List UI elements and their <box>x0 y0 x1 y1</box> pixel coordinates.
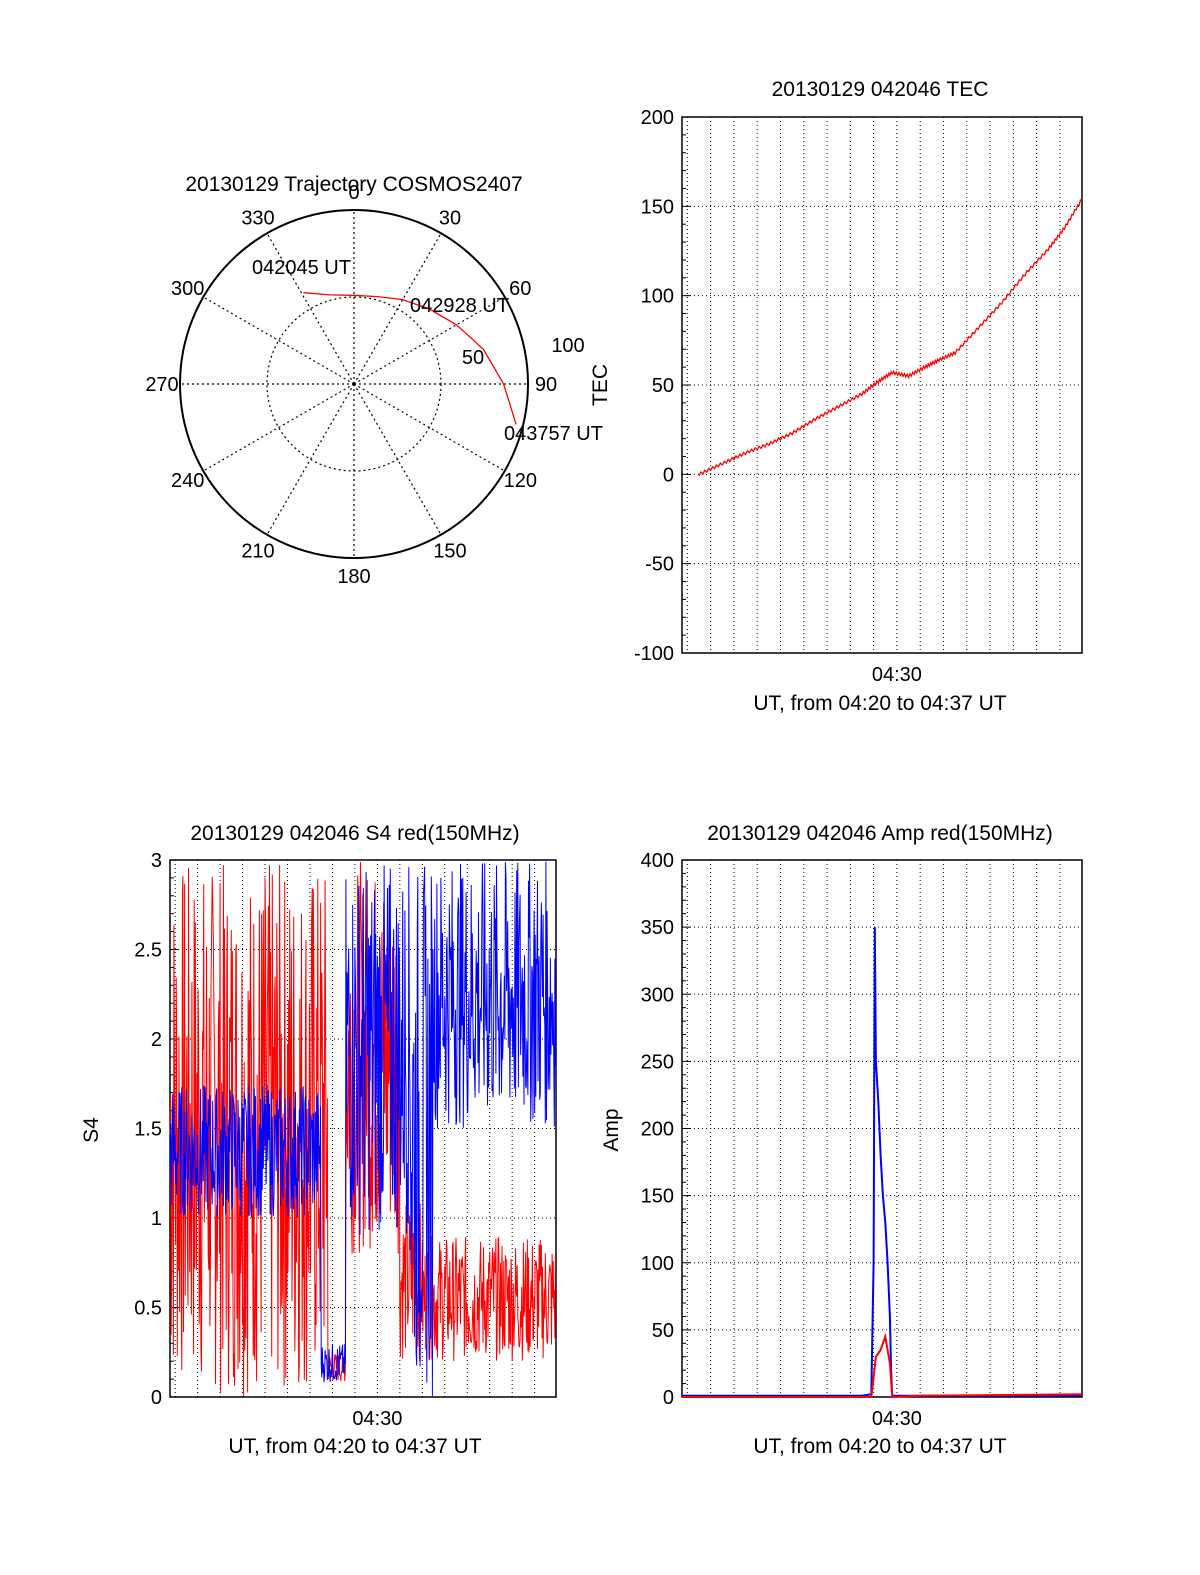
amp-series-line <box>682 927 1082 1397</box>
y-tick-label: 2.5 <box>134 940 162 962</box>
tec-xlabel: UT, from 04:20 to 04:37 UT <box>753 692 1006 715</box>
polar-azimuth-label: 60 <box>509 278 531 300</box>
plot-frame <box>681 859 1083 1398</box>
tec-title: 20130129 042046 TEC <box>772 78 989 101</box>
y-tick-label: 1 <box>151 1208 162 1230</box>
y-tick-label: 3 <box>151 850 162 872</box>
polar-azimuth-label: 210 <box>241 540 274 562</box>
y-tick-label: -100 <box>634 643 674 665</box>
amp-xlabel: UT, from 04:20 to 04:37 UT <box>753 1435 1006 1458</box>
amp-plot: 20130129 042046 Amp red(150MHz) Amp UT, … <box>600 822 1083 1458</box>
y-tick-label: 0 <box>663 464 674 486</box>
x-tick-label: 04:30 <box>352 1408 402 1430</box>
polar-radial-labels: 50 100 <box>462 335 585 369</box>
y-tick-label: 400 <box>641 850 674 872</box>
polar-radial-label: 100 <box>551 335 584 357</box>
polar-azimuth-label: 180 <box>337 566 370 588</box>
y-tick-label: 150 <box>641 196 674 218</box>
amp-ylabel: Amp <box>600 1108 623 1151</box>
polar-time-label: 042928 UT <box>410 295 509 317</box>
y-tick-label: -50 <box>645 554 674 576</box>
tec-ylabel: TEC <box>589 364 612 406</box>
s4-xlabel: UT, from 04:20 to 04:37 UT <box>228 1435 481 1458</box>
y-tick-label: 350 <box>641 917 674 939</box>
tec-series-line <box>698 198 1083 477</box>
y-tick-label: 1.5 <box>134 1119 162 1141</box>
polar-spoke <box>203 296 355 385</box>
s4-plot: 20130129 042046 S4 red(150MHz) S4 UT, fr… <box>80 822 557 1458</box>
polar-azimuth-label: 90 <box>535 374 557 396</box>
x-tick-label: 04:30 <box>872 664 922 686</box>
polar-azimuth-label: 30 <box>439 208 461 230</box>
polar-time-label: 042045 UT <box>252 257 351 279</box>
polar-azimuth-label: 270 <box>145 374 178 396</box>
y-tick-label: 200 <box>641 1119 674 1141</box>
y-tick-label: 200 <box>641 107 674 129</box>
polar-spoke <box>353 233 442 385</box>
polar-azimuth-label: 120 <box>504 470 537 492</box>
s4-title: 20130129 042046 S4 red(150MHz) <box>190 822 519 845</box>
polar-azimuth-label: 150 <box>433 540 466 562</box>
polar-spoke <box>353 383 442 535</box>
polar-time-annotations: 042045 UT 042928 UT 043757 UT <box>252 257 603 445</box>
polar-azimuth-labels: 0 30 60 90 120 150 180 210 240 270 300 330 <box>145 182 557 588</box>
polar-trajectory-line <box>303 292 517 425</box>
y-tick-label: 250 <box>641 1051 674 1073</box>
polar-azimuth-label: 0 <box>348 182 359 204</box>
amp-title: 20130129 042046 Amp red(150MHz) <box>707 822 1053 845</box>
polar-trajectory-series <box>303 292 517 425</box>
polar-time-label: 043757 UT <box>504 423 603 445</box>
polar-spoke <box>266 383 355 535</box>
y-tick-label: 50 <box>652 1320 674 1342</box>
polar-azimuth-label: 300 <box>171 278 204 300</box>
polar-spoke <box>203 383 355 472</box>
plot-frame <box>681 116 1083 654</box>
y-tick-label: 0 <box>663 1387 674 1409</box>
polar-spoke <box>353 383 505 472</box>
y-tick-label: 50 <box>652 375 674 397</box>
polar-title: 20130129 Trajectory COSMOS2407 <box>185 173 522 196</box>
polar-spoke <box>266 233 355 385</box>
polar-grid <box>179 209 529 559</box>
polar-spoke <box>353 296 505 385</box>
tec-plot: 20130129 042046 TEC TEC UT, from 04:20 t… <box>589 78 1083 715</box>
y-tick-label: 150 <box>641 1186 674 1208</box>
amp-series-line <box>682 1332 1083 1399</box>
polar-outer-circle <box>179 209 529 559</box>
s4-series-line <box>169 861 556 1397</box>
y-tick-label: 100 <box>641 1253 674 1275</box>
y-tick-label: 2 <box>151 1029 162 1051</box>
y-tick-label: 300 <box>641 984 674 1006</box>
polar-radial-label: 50 <box>462 347 484 369</box>
y-tick-label: 0.5 <box>134 1298 162 1320</box>
trajectory-polar-plot: 20130129 Trajectory COSMOS2407 0 30 60 90 12… <box>145 173 603 588</box>
polar-azimuth-label: 240 <box>171 470 204 492</box>
polar-azimuth-label: 330 <box>241 208 274 230</box>
y-tick-label: 0 <box>151 1387 162 1409</box>
y-tick-label: 100 <box>641 286 674 308</box>
x-tick-label: 04:30 <box>872 1408 922 1430</box>
s4-ylabel: S4 <box>80 1117 103 1143</box>
